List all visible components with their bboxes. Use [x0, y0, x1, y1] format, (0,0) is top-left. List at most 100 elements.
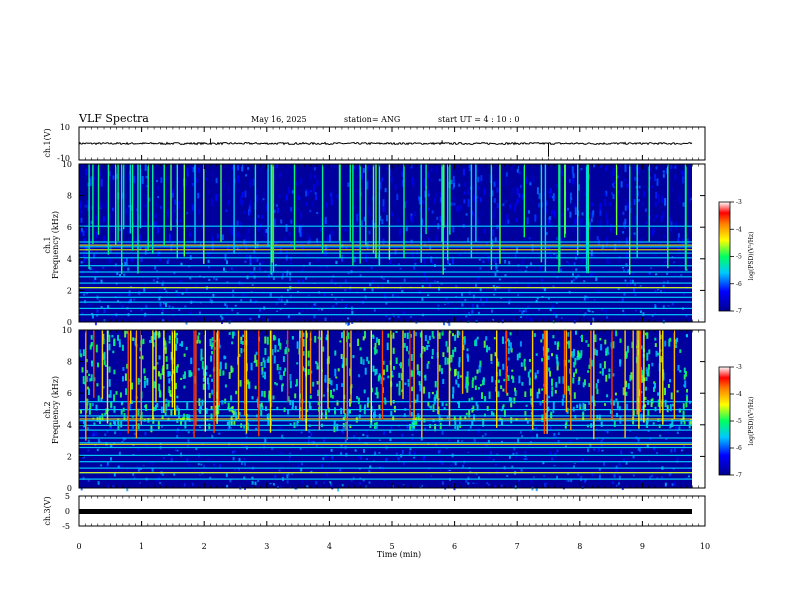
spectrogram-cell [494, 207, 497, 214]
spectrogram-cell [557, 341, 560, 347]
spectrogram-cell [476, 336, 479, 340]
spectrogram-cell [369, 465, 372, 469]
spectrogram-cell [549, 426, 552, 430]
spectrogram-cell [226, 260, 228, 265]
sferic-streak [349, 164, 351, 242]
spectrogram-cell [607, 201, 610, 207]
spectrogram-cell [169, 394, 172, 397]
spectrogram-cell [422, 200, 425, 205]
spectrogram-cell [395, 452, 398, 457]
spectrogram-cell [664, 399, 667, 407]
spectrogram-cell [439, 469, 442, 471]
spectrogram-cell [106, 429, 109, 433]
spectrogram-cell [121, 401, 124, 405]
spectrogram-cell [654, 305, 657, 309]
spectrogram-cell [84, 241, 86, 247]
spectrogram-cell [319, 337, 322, 340]
spectrogram-cell [99, 200, 102, 208]
spectrogram-cell [508, 397, 511, 402]
spectrogram-cell [549, 216, 552, 223]
sferic-streak [531, 330, 534, 430]
spectrogram-cell [580, 168, 583, 171]
spectrogram-cell [108, 256, 111, 264]
spectrogram-cell [468, 165, 471, 171]
spectrogram-cell [85, 403, 88, 411]
spectrogram-cell [279, 342, 282, 350]
spectrogram-cell [680, 447, 683, 450]
spectrogram-cell [423, 454, 426, 459]
spectrogram-cell [676, 457, 679, 460]
sferic-streak [643, 330, 645, 423]
spectrogram-cell [431, 210, 434, 214]
spectrogram-cell [323, 292, 326, 297]
spectrogram-cell [666, 167, 668, 174]
spectrogram-cell [86, 369, 89, 374]
spectrogram-cell [617, 473, 620, 475]
spectrogram-cell [210, 339, 213, 345]
spectrogram-cell [302, 351, 305, 356]
spectrogram-cell [504, 195, 507, 203]
spectrogram-cell [297, 208, 300, 212]
spectrogram-cell [640, 345, 643, 350]
spectrogram-cell [431, 391, 434, 395]
spectrogram-cell [333, 420, 336, 428]
spectrogram-cell [124, 438, 127, 440]
spectrogram-cell [288, 232, 291, 236]
spectrogram-cell [175, 290, 178, 293]
spectrogram-cell [471, 190, 474, 196]
spectrogram-cell [562, 376, 565, 384]
spectrogram-cell [158, 289, 161, 293]
spectrogram-cell [477, 430, 480, 434]
spectrogram-cell [265, 203, 268, 211]
spectrogram-cell [176, 434, 179, 439]
spectrogram-cell [514, 203, 517, 206]
spectrogram-cell [383, 478, 386, 482]
spectrogram-cell [144, 375, 147, 381]
spectrogram-cell [275, 302, 278, 305]
spectrogram-cell [598, 414, 601, 421]
spectrogram-cell [98, 299, 101, 303]
spectrogram-cell [241, 461, 243, 465]
spectrogram-cell [223, 182, 226, 189]
sferic-streak [413, 330, 415, 421]
spectrogram-cell [184, 178, 187, 186]
spectrogram-cell [595, 350, 598, 356]
spectrogram-cell [534, 214, 537, 222]
spectrogram-cell [601, 449, 604, 452]
spectrogram-cell [94, 444, 97, 446]
spectrogram-cell [261, 260, 264, 264]
spectrogram-cell [582, 382, 585, 388]
spectrogram-cell [211, 434, 214, 438]
spectrogram-cell [556, 184, 558, 188]
sferic-streak [543, 330, 546, 434]
spectrogram-cell [145, 240, 148, 243]
spectrogram-cell [448, 439, 451, 441]
spectrogram-cell [90, 341, 93, 346]
spectrogram-cell [306, 449, 309, 452]
spectrogram-cell [251, 396, 254, 400]
spectrogram-cell [187, 463, 190, 466]
sferic-streak [563, 330, 566, 395]
spectrogram-cell [639, 285, 642, 287]
spectrogram-cell [504, 274, 507, 277]
spectrogram-cell [307, 439, 310, 443]
spectrogram-cell [139, 482, 142, 484]
spectrogram-cell [624, 279, 627, 282]
spectrogram-cell [363, 258, 366, 262]
spectrogram-cell [632, 474, 635, 477]
spectrogram-cell [616, 412, 618, 417]
spectrogram-cell [355, 190, 358, 193]
sferic-streak [269, 330, 272, 433]
spectrogram-cell [642, 183, 645, 188]
spectrogram-cell [395, 357, 398, 364]
spectrogram-cell [103, 218, 106, 220]
narrowband-line [79, 454, 692, 456]
spectrogram-cell [477, 218, 480, 225]
sferic-streak [107, 164, 110, 255]
spectrogram-cell [375, 337, 378, 343]
spectrogram-cell [123, 273, 126, 278]
ch3-ytick-bottom: -5 [62, 522, 70, 531]
spectrogram-cell [159, 391, 162, 398]
spectrogram-cell [392, 415, 395, 421]
spectrogram-cell [251, 271, 254, 275]
